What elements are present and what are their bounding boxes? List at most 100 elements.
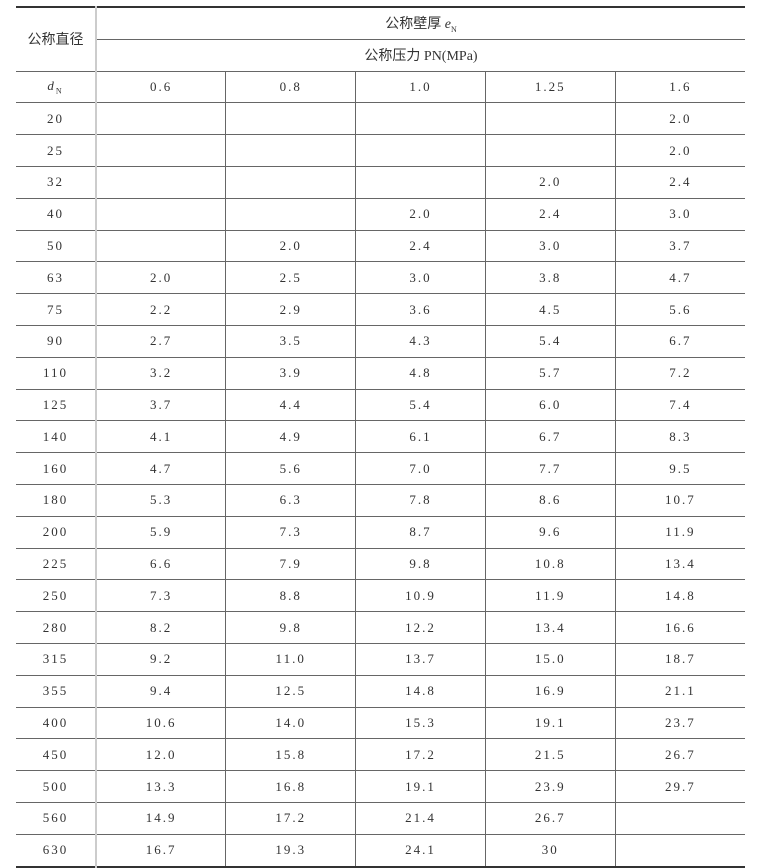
thickness-cell: 4.7	[95, 452, 226, 485]
thickness-sub: N	[450, 24, 457, 34]
thickness-cell	[355, 134, 486, 167]
thickness-cell: 7.9	[225, 547, 356, 580]
thickness-cell: 14.9	[95, 801, 226, 835]
thickness-cell: 13.4	[484, 611, 616, 644]
thickness-cell: 23.7	[614, 706, 745, 739]
thickness-cell	[355, 165, 486, 199]
table-row: 32 2.0 2.4	[16, 165, 745, 199]
diameter-cell: 500	[16, 770, 97, 803]
thickness-cell: 5.6	[614, 293, 745, 326]
thickness-cell: 7.3	[95, 579, 226, 612]
diameter-cell: 180	[16, 483, 97, 517]
thickness-cell: 4.4	[225, 388, 356, 421]
dn-symbol: d	[47, 78, 56, 94]
thickness-cell: 17.2	[225, 801, 356, 835]
thickness-cell: 9.5	[614, 452, 745, 485]
table-row: 25 2.0	[16, 134, 745, 167]
thickness-header: 公称壁厚 eN	[95, 7, 745, 40]
thickness-cell	[95, 102, 226, 135]
thickness-cell: 3.5	[225, 324, 356, 358]
thickness-cell: 7.3	[225, 515, 356, 549]
diameter-cell: 250	[16, 579, 97, 612]
header-row-2: 公称压力 PN(MPa)	[16, 38, 745, 72]
table-row: 180 5.3 6.3 7.8 8.6 10.7	[16, 483, 745, 517]
thickness-cell: 3.2	[95, 356, 226, 390]
thickness-cell: 9.8	[225, 611, 356, 644]
pipe-wall-thickness-table: 公称直径 公称壁厚 eN 公称压力 PN(MPa) dN 0.6 0.8 1.0…	[16, 6, 745, 868]
table-row: 200 5.9 7.3 8.7 9.6 11.9	[16, 515, 745, 549]
table-row: 63 2.0 2.5 3.0 3.8 4.7	[16, 261, 745, 294]
thickness-cell: 5.9	[95, 515, 226, 549]
thickness-cell: 10.6	[95, 706, 226, 739]
thickness-cell: 13.7	[355, 642, 486, 676]
pressure-cell: 0.6	[95, 70, 226, 103]
thickness-cell: 13.3	[95, 770, 226, 803]
thickness-cell: 24.1	[355, 833, 486, 867]
thickness-cell: 15.0	[484, 642, 616, 676]
diameter-cell: 355	[16, 674, 97, 708]
diameter-cell: 125	[16, 388, 97, 421]
pressure-header: 公称压力 PN(MPa)	[96, 38, 745, 72]
thickness-cell	[225, 102, 356, 135]
table-row: 50 2.0 2.4 3.0 3.7	[16, 229, 745, 262]
thickness-cell: 3.7	[95, 388, 226, 421]
thickness-cell	[225, 197, 356, 231]
thickness-cell: 5.4	[355, 388, 486, 421]
thickness-cell: 26.7	[614, 738, 745, 771]
thickness-cell: 6.3	[225, 483, 356, 517]
diameter-cell: 450	[16, 738, 97, 771]
dn-header: dN	[16, 70, 97, 103]
thickness-cell: 8.2	[95, 611, 226, 644]
thickness-cell: 11.9	[484, 579, 616, 612]
diameter-cell: 25	[16, 134, 97, 167]
thickness-cell: 21.4	[355, 801, 486, 835]
table-row: 160 4.7 5.6 7.0 7.7 9.5	[16, 452, 745, 485]
thickness-cell: 6.7	[484, 420, 616, 453]
thickness-cell: 2.0	[614, 102, 745, 135]
thickness-cell: 29.7	[614, 770, 745, 803]
thickness-cell: 2.4	[484, 197, 616, 231]
thickness-cell	[95, 197, 226, 231]
thickness-cell: 6.6	[95, 547, 226, 580]
pressure-row: dN 0.6 0.8 1.0 1.25 1.6	[16, 70, 745, 103]
diameter-cell: 630	[16, 833, 97, 867]
thickness-cell: 12.0	[95, 738, 226, 771]
pressure-cell: 1.6	[614, 70, 745, 103]
table-row: 355 9.4 12.5 14.8 16.9 21.1	[16, 674, 745, 708]
thickness-cell: 2.9	[225, 293, 356, 326]
thickness-cell: 10.7	[614, 483, 745, 517]
diameter-cell: 32	[16, 165, 97, 199]
thickness-cell: 9.4	[95, 674, 226, 708]
thickness-cell: 7.4	[614, 388, 745, 421]
thickness-cell: 5.6	[225, 452, 356, 485]
thickness-cell: 2.7	[95, 324, 226, 358]
thickness-cell: 5.3	[95, 483, 226, 517]
thickness-cell: 9.8	[355, 547, 486, 580]
thickness-cell: 8.7	[355, 515, 486, 549]
thickness-cell: 11.0	[225, 642, 356, 676]
thickness-cell: 14.8	[355, 674, 486, 708]
thickness-cell	[484, 102, 616, 135]
thickness-cell: 8.6	[484, 483, 616, 517]
table-row: 315 9.2 11.0 13.7 15.0 18.7	[16, 642, 745, 676]
thickness-cell: 30	[484, 833, 616, 867]
diameter-cell: 50	[16, 229, 97, 262]
table-row: 450 12.0 15.8 17.2 21.5 26.7	[16, 738, 745, 771]
thickness-cell: 2.5	[225, 261, 356, 294]
thickness-cell: 12.5	[225, 674, 356, 708]
thickness-cell: 2.4	[355, 229, 486, 262]
table-row: 560 14.9 17.2 21.4 26.7	[16, 801, 745, 835]
thickness-cell: 2.0	[484, 165, 616, 199]
thickness-cell: 4.7	[614, 261, 745, 294]
thickness-cell	[355, 102, 486, 135]
thickness-cell: 4.3	[355, 324, 486, 358]
pressure-cell: 0.8	[225, 70, 356, 103]
table-row: 630 16.7 19.3 24.1 30	[16, 833, 745, 867]
diameter-cell: 140	[16, 420, 97, 453]
table-row: 90 2.7 3.5 4.3 5.4 6.7	[16, 324, 745, 358]
thickness-cell: 15.8	[225, 738, 356, 771]
thickness-cell: 2.4	[614, 165, 745, 199]
thickness-cell: 9.2	[95, 642, 226, 676]
thickness-cell: 3.0	[614, 197, 745, 231]
header-row-1: 公称直径 公称壁厚 eN	[16, 7, 745, 72]
